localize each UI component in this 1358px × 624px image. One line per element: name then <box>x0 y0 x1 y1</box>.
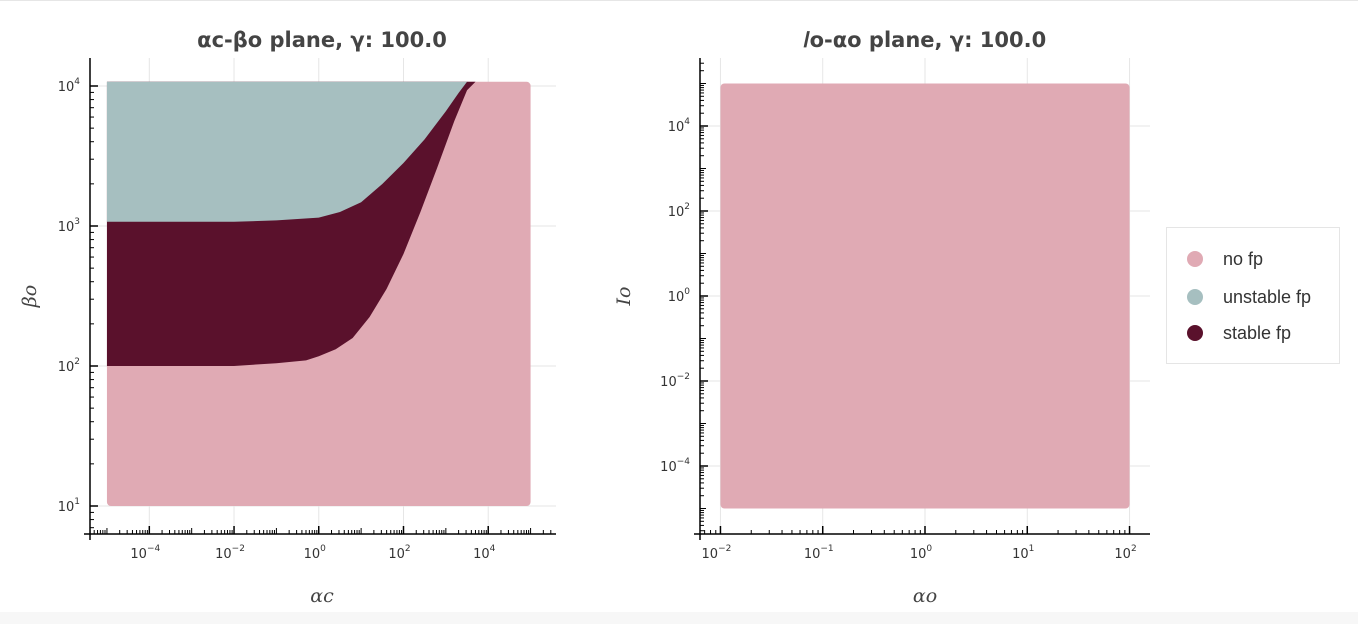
chart-title-right: 𝐼o-αo plane, γ: 100.0 <box>803 28 1046 52</box>
y-tick-label: 10−2 <box>660 372 690 390</box>
axes-right: 10−2 10−1 100 101 102 10−4 10−2 100 102 104 <box>660 58 1150 562</box>
legend-item-unstable-fp: unstable fp <box>1187 286 1311 308</box>
legend-label-unstable-fp: unstable fp <box>1223 286 1312 307</box>
axes-left: 10−4 10−2 100 102 104 101 102 103 104 <box>58 58 556 562</box>
x-tick-label: 10−2 <box>215 544 245 562</box>
y-tick-label: 102 <box>668 202 690 220</box>
legend-item-no-fp: no fp <box>1187 248 1263 270</box>
x-axis-label-right: αo <box>913 585 937 607</box>
legend-label-no-fp: no fp <box>1223 248 1264 269</box>
y-tick-label: 100 <box>668 287 691 305</box>
y-tick-label: 104 <box>668 117 691 135</box>
x-tick-label: 10−4 <box>130 544 160 562</box>
legend-item-stable-fp: stable fp <box>1187 322 1291 344</box>
y-tick-label: 103 <box>58 217 80 235</box>
x-tick-label: 101 <box>1012 544 1034 562</box>
x-axis-label-left: αc <box>310 585 334 607</box>
x-tick-label: 10−1 <box>804 544 834 562</box>
y-tick-label: 10−4 <box>660 457 690 475</box>
x-tick-label: 104 <box>473 544 496 562</box>
region-no-fp <box>720 83 1130 509</box>
y-tick-label: 102 <box>58 357 80 375</box>
y-axis-label-right: 𝐼o <box>613 287 635 307</box>
x-tick-label: 10−2 <box>702 544 732 562</box>
legend-label-stable-fp: stable fp <box>1223 322 1292 343</box>
legend-swatch-unstable-fp <box>1187 289 1203 305</box>
x-tick-label: 102 <box>388 544 410 562</box>
top-divider <box>0 0 1358 1</box>
x-tick-label: 102 <box>1114 544 1136 562</box>
regions-left <box>106 81 531 507</box>
y-axis-label-left: βo <box>19 285 41 308</box>
legend-swatch-no-fp <box>1187 251 1203 267</box>
legend: no fp unstable fp stable fp <box>1166 227 1340 364</box>
regions-right <box>720 83 1130 509</box>
bottom-strip <box>0 612 1358 624</box>
x-tick-label: 100 <box>910 544 933 562</box>
x-tick-label: 100 <box>304 544 327 562</box>
region-unstable-fp <box>106 81 468 222</box>
chart-io-ao: 𝐼o-αo plane, γ: 100.0 10−2 10−1 100 101 1021… <box>613 28 1150 607</box>
y-tick-label: 101 <box>58 497 80 515</box>
chart-ac-bo: αc-βo plane, γ: 100.0 10−4 10−2 100 102 1041… <box>19 28 556 607</box>
chart-title-left: αc-βo plane, γ: 100.0 <box>197 28 447 52</box>
legend-swatch-stable-fp <box>1187 325 1203 341</box>
y-tick-label: 104 <box>58 77 81 95</box>
